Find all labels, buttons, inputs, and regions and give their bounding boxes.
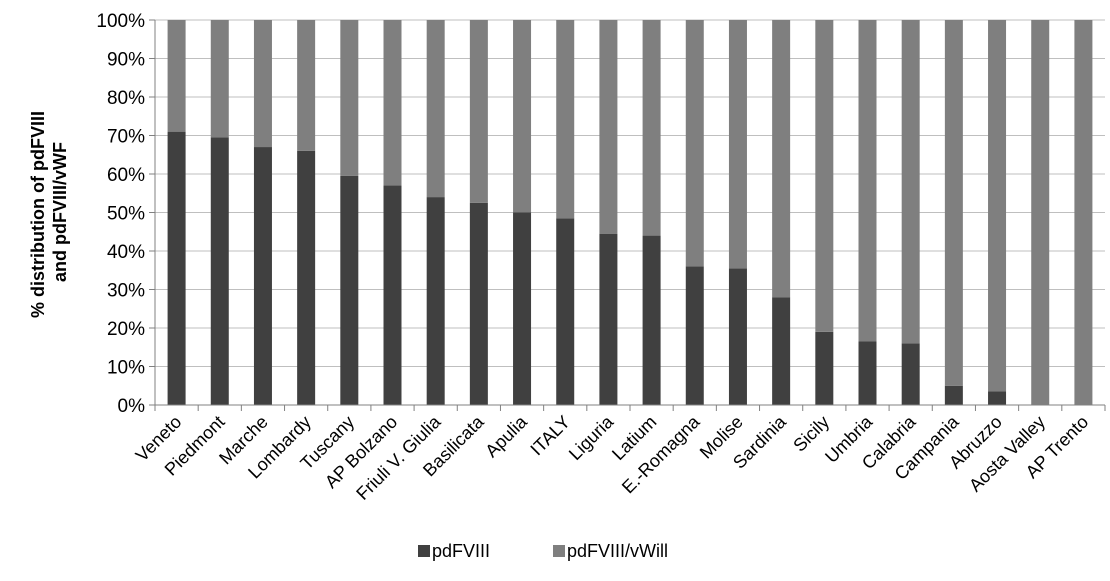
legend-label: pdFVIII/vWill	[567, 541, 668, 561]
legend-swatch	[553, 545, 565, 557]
bar-segment	[210, 20, 229, 138]
y-tick-labels: 0% 10% 20% 30% 40% 50% 60% 70% 80% 90% 100%	[96, 11, 145, 417]
bar-segment	[167, 20, 186, 132]
bar-segment	[556, 20, 575, 219]
y-axis-title-line-1: % distribution of pdFVIII	[28, 111, 48, 318]
bar-segment	[728, 20, 747, 269]
y-tick-label: 50%	[107, 204, 145, 225]
bar-segment	[599, 20, 618, 234]
bar-segment	[340, 175, 359, 405]
y-axis-title-line-2: and pdFVIII/vWF	[50, 142, 70, 282]
y-tick-label: 100%	[96, 11, 145, 32]
bar-segment	[901, 343, 920, 405]
bar-segment	[944, 385, 963, 405]
bar-segment	[426, 197, 445, 405]
bar-segment	[642, 235, 661, 405]
bar-segment	[815, 20, 834, 332]
bar-segment	[513, 20, 532, 213]
y-tick-label: 80%	[107, 88, 145, 109]
bar-segment	[685, 266, 704, 405]
bar-segment	[426, 20, 445, 198]
axes	[154, 20, 1105, 406]
bar-segment	[253, 20, 272, 148]
bar-segment	[858, 341, 877, 405]
bar-segment	[297, 150, 316, 405]
y-tick-label: 60%	[107, 165, 145, 186]
bar-segment	[556, 218, 575, 405]
y-tick-label: 30%	[107, 281, 145, 302]
bar-segment	[944, 20, 963, 386]
legend-label: pdFVIII	[432, 541, 490, 561]
legend-swatch	[418, 545, 430, 557]
y-tick-label: 40%	[107, 242, 145, 263]
bar-segment	[1031, 20, 1050, 405]
y-tick-label: 20%	[107, 319, 145, 340]
bar-segment	[988, 391, 1007, 405]
y-tick-label: 0%	[118, 396, 146, 417]
bar-segment	[642, 20, 661, 236]
bar-segment	[167, 131, 186, 405]
legend: pdFVIII pdFVIII/vWill	[418, 541, 668, 561]
bar-segment	[383, 20, 402, 186]
bar-segment	[513, 212, 532, 405]
bar-segment	[599, 233, 618, 405]
bar-segment	[253, 147, 272, 406]
bar-segment	[1074, 20, 1093, 405]
bar-segment	[340, 20, 359, 176]
y-tick-label: 10%	[107, 358, 145, 379]
bar-segment	[469, 20, 488, 203]
bar-segment	[210, 137, 229, 406]
bar-segment	[772, 297, 791, 405]
bar-segment	[383, 185, 402, 405]
bar-segment	[297, 20, 316, 151]
x-tick-label: Liguria	[565, 411, 618, 464]
bar-segment	[772, 20, 791, 298]
bar-segment	[469, 202, 488, 405]
y-tick-label: 90%	[107, 50, 145, 71]
bars	[167, 20, 1093, 406]
x-tick-label: Apulia	[481, 411, 531, 461]
bar-segment	[815, 331, 834, 405]
bar-segment	[858, 20, 877, 342]
bar-segment	[685, 20, 704, 267]
bar-segment	[728, 268, 747, 405]
y-tick-label: 70%	[107, 127, 145, 148]
y-axis-title: % distribution of pdFVIII and pdFVIII/vW…	[28, 106, 70, 318]
bar-segment	[988, 20, 1007, 392]
bar-segment	[901, 20, 920, 344]
